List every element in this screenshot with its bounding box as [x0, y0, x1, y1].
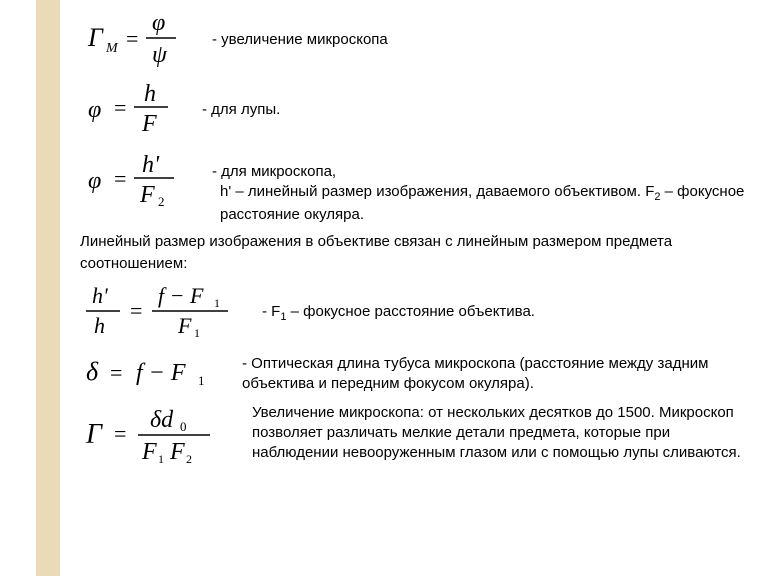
f4-eq: =: [130, 298, 142, 323]
formula-row-6: Γ = δd 0 F 1 F 2 Увеличение микроскопа: …: [80, 403, 752, 472]
desc-3-line2a: h' – линейный размер изображения, даваем…: [220, 183, 654, 200]
f1-lhs-sub: M: [105, 41, 119, 56]
f6-eq: =: [114, 421, 126, 446]
f1-lhs: Γ: [87, 23, 104, 52]
f6-num-a: δd: [150, 407, 174, 433]
desc-3-line2: h' – линейный размер изображения, даваем…: [212, 182, 752, 225]
formula-2: φ = h F: [80, 79, 190, 142]
desc-2: - для лупы.: [190, 100, 280, 120]
f5-rhs: f − F: [136, 360, 186, 386]
f1-num: φ: [152, 10, 165, 36]
f3-den-sub: 2: [158, 194, 165, 209]
desc-6: Увеличение микроскопа: от нескольких дес…: [240, 403, 752, 464]
f2-eq: =: [114, 95, 126, 120]
f6-lhs: Γ: [85, 419, 103, 450]
f3-num: h': [142, 152, 160, 178]
f5-lhs: δ: [86, 357, 99, 386]
f4-denr-sub: 1: [194, 326, 200, 340]
f5-rhs-sub: 1: [198, 373, 205, 388]
formula-5: δ = f − F 1: [80, 352, 230, 397]
f2-num: h: [144, 81, 156, 107]
desc-1: - увеличение микроскопа: [200, 30, 388, 50]
f6-den-sub2: 2: [186, 452, 192, 466]
f2-den: F: [141, 111, 157, 137]
desc-3-line1: - для микроскопа,: [212, 162, 752, 182]
content-area: Γ M = φ ψ - увеличение микроскопа φ = h …: [80, 8, 752, 478]
f3-lhs: φ: [88, 168, 101, 194]
desc-3: - для микроскопа, h' – линейный размер и…: [200, 148, 752, 225]
f3-den: F: [139, 182, 155, 208]
f6-den-b: F: [169, 439, 185, 465]
decorative-stripe: [36, 0, 60, 576]
formula-row-3: φ = h' F 2 - для микроскопа, h' – линейн…: [80, 148, 752, 225]
f2-lhs: φ: [88, 97, 101, 123]
desc-4-post: – фокусное расстояние объектива.: [286, 303, 535, 320]
f4-denr: F: [177, 313, 192, 338]
formula-3: φ = h' F 2: [80, 148, 200, 215]
f6-num-sub: 0: [180, 419, 187, 434]
f6-den-sub1: 1: [158, 452, 164, 466]
f4-numr-sub: 1: [214, 296, 220, 310]
formula-1: Γ M = φ ψ: [80, 8, 200, 73]
f4-denl: h: [94, 313, 105, 338]
formula-6: Γ = δd 0 F 1 F 2: [80, 403, 240, 472]
f1-eq: =: [126, 26, 138, 51]
desc-4: - F1 – фокусное расстояние объектива.: [250, 302, 535, 325]
desc-5: - Оптическая длина тубуса микроскопа (ра…: [230, 354, 752, 395]
f4-numl: h': [92, 283, 108, 308]
paragraph-1: Линейный размер изображения в объективе …: [80, 231, 752, 275]
formula-row-5: δ = f − F 1 - Оптическая длина тубуса ми…: [80, 352, 752, 397]
desc-4-pre: - F: [262, 303, 280, 320]
formula-row-2: φ = h F - для лупы.: [80, 79, 752, 142]
f3-eq: =: [114, 166, 126, 191]
formula-4: h' h = f − F 1 F 1: [80, 281, 250, 346]
f5-eq: =: [110, 360, 122, 385]
f4-numr: f − F: [158, 283, 204, 308]
f1-den: ψ: [152, 42, 168, 68]
f6-den-a: F: [141, 439, 157, 465]
formula-row-1: Γ M = φ ψ - увеличение микроскопа: [80, 8, 752, 73]
formula-row-4: h' h = f − F 1 F 1 - F1 – фокусное расст…: [80, 281, 752, 346]
